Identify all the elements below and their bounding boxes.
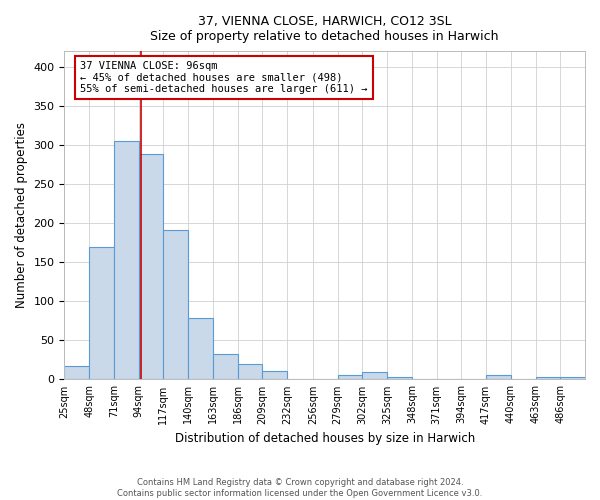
- Bar: [387, 377, 412, 380]
- X-axis label: Distribution of detached houses by size in Harwich: Distribution of detached houses by size …: [175, 432, 475, 445]
- Bar: [114, 141, 139, 380]
- Title: 37, VIENNA CLOSE, HARWICH, CO12 3SL
Size of property relative to detached houses: 37, VIENNA CLOSE, HARWICH, CO12 3SL Size…: [151, 15, 499, 43]
- Bar: [560, 377, 585, 380]
- Bar: [238, 364, 262, 380]
- Text: Contains HM Land Registry data © Crown copyright and database right 2024.
Contai: Contains HM Land Registry data © Crown c…: [118, 478, 482, 498]
- Bar: [188, 318, 213, 380]
- Bar: [139, 154, 163, 380]
- Bar: [536, 377, 560, 380]
- Bar: [89, 248, 114, 380]
- Bar: [486, 374, 511, 380]
- Bar: [163, 230, 188, 380]
- Bar: [362, 372, 387, 380]
- Bar: [338, 374, 362, 380]
- Text: 37 VIENNA CLOSE: 96sqm
← 45% of detached houses are smaller (498)
55% of semi-de: 37 VIENNA CLOSE: 96sqm ← 45% of detached…: [80, 61, 368, 94]
- Bar: [64, 366, 89, 380]
- Bar: [262, 371, 287, 380]
- Bar: [213, 354, 238, 380]
- Y-axis label: Number of detached properties: Number of detached properties: [15, 122, 28, 308]
